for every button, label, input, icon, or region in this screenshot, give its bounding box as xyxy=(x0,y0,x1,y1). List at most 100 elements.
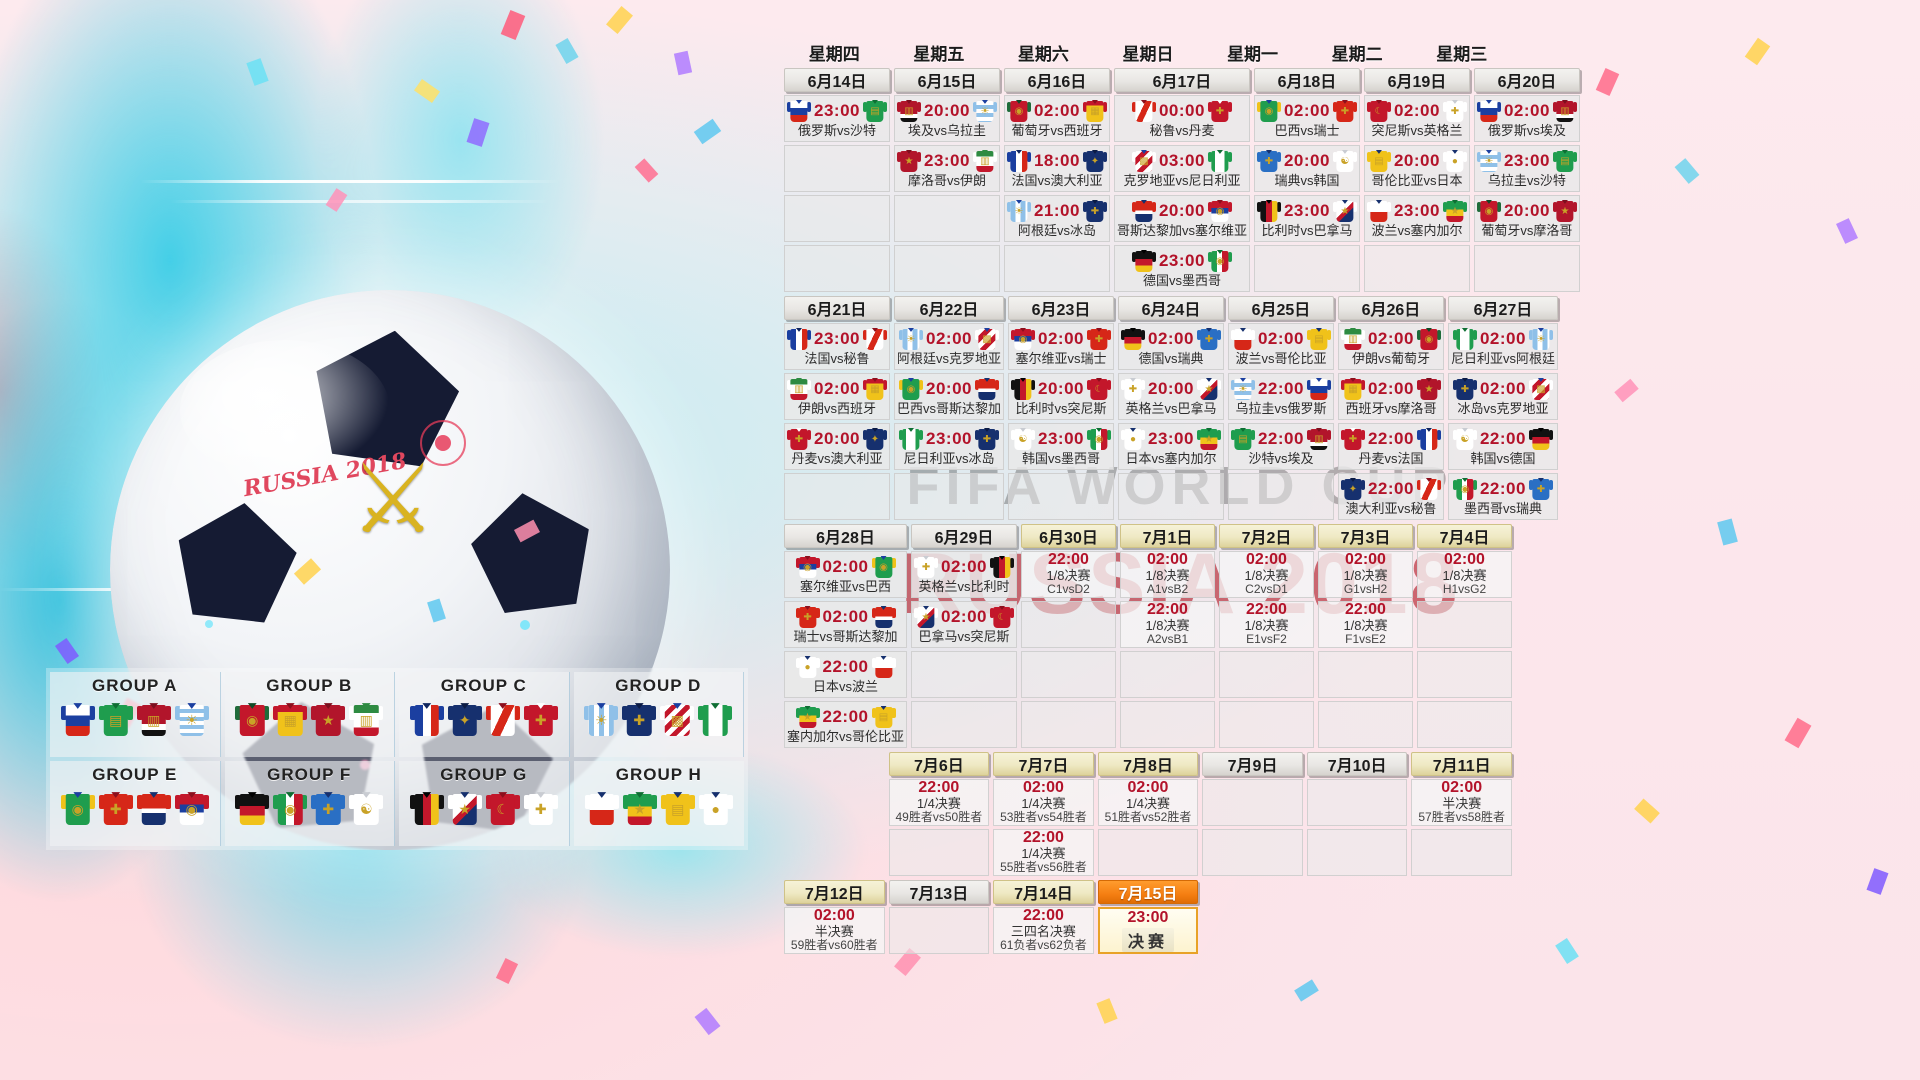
match-cell[interactable]: ✚ 22:00 丹麦vs法国 xyxy=(1337,423,1444,470)
match-cell[interactable]: 02:00 ▥ 俄罗斯vs埃及 xyxy=(1473,95,1580,142)
date-chip[interactable]: 6月16日 xyxy=(1003,68,1110,92)
date-chip[interactable]: 6月29日 xyxy=(911,524,1017,548)
match-cell[interactable]: ● 22:00 日本vs波兰 xyxy=(784,651,908,698)
date-chip[interactable]: 6月24日 xyxy=(1117,296,1224,320)
match-cell[interactable]: ☀ 23:00 ▤ 乌拉圭vs沙特 xyxy=(1473,145,1580,192)
match-cell[interactable]: ▥ 20:00 ☀ 埃及vs乌拉圭 xyxy=(893,95,1000,142)
match-cell[interactable]: ▥ 02:00 ◉ 伊朗vs葡萄牙 xyxy=(1337,323,1444,370)
match-cell[interactable]: ◉ 02:00 ◉ 塞尔维亚vs巴西 xyxy=(784,551,908,598)
date-chip[interactable]: 6月30日 xyxy=(1021,524,1116,548)
knockout-match-cell[interactable]: 02:00 1/4决赛 53胜者vs54胜者 xyxy=(993,779,1094,826)
match-cell[interactable]: ☀ 21:00 ✚ 阿根廷vs冰岛 xyxy=(1003,195,1110,242)
match-cell[interactable]: ✚ 20:00 ✦ 丹麦vs澳大利亚 xyxy=(784,423,890,470)
knockout-match-cell[interactable]: 02:00 1/8决赛 A1vsB2 xyxy=(1120,551,1215,598)
match-cell[interactable]: ☾ 02:00 ✚ 突尼斯vs英格兰 xyxy=(1363,95,1470,142)
match-cell[interactable]: ◉ 02:00 ✚ 塞尔维亚vs瑞士 xyxy=(1008,323,1114,370)
match-cell[interactable]: 23:00 ▤ 俄罗斯vs沙特 xyxy=(784,95,890,142)
match-cell[interactable]: 02:00 ✚ 德国vs瑞典 xyxy=(1117,323,1224,370)
date-chip[interactable]: 6月15日 xyxy=(893,68,1000,92)
date-chip[interactable]: 7月1日 xyxy=(1120,524,1215,548)
knockout-match-cell[interactable]: 02:00 半决赛 59胜者vs60胜者 xyxy=(784,907,885,954)
date-chip[interactable]: 7月12日 xyxy=(784,880,885,904)
match-cell[interactable]: 00:00 ✚ 秘鲁vs丹麦 xyxy=(1113,95,1250,142)
knockout-match-cell[interactable]: 02:00 1/8决赛 C2vsD1 xyxy=(1219,551,1314,598)
match-cell[interactable]: ☀ 22:00 乌拉圭vs俄罗斯 xyxy=(1227,373,1334,420)
match-cell[interactable]: 23:00 ◉ 德国vs墨西哥 xyxy=(1113,245,1250,292)
knockout-match-cell[interactable]: 02:00 1/4决赛 51胜者vs52胜者 xyxy=(1097,779,1199,826)
match-cell[interactable]: ☯ 22:00 韩国vs德国 xyxy=(1447,423,1558,470)
match-cell[interactable]: 23:00 法国vs秘鲁 xyxy=(784,323,890,370)
knockout-match-cell[interactable]: 02:00 1/8决赛 H1vsG2 xyxy=(1417,551,1512,598)
date-chip[interactable]: 7月3日 xyxy=(1318,524,1413,548)
date-chip[interactable]: 6月26日 xyxy=(1337,296,1444,320)
match-cell[interactable]: ◉ 02:00 ✚ 巴西vs瑞士 xyxy=(1253,95,1360,142)
match-cell[interactable]: ● 23:00 ★ 日本vs塞内加尔 xyxy=(1117,423,1224,470)
final-match-cell[interactable]: 23:00 决赛 xyxy=(1097,907,1199,954)
knockout-match-cell[interactable]: 22:00 1/8决赛 C1vsD2 xyxy=(1021,551,1116,598)
match-cell[interactable]: 18:00 ✦ 法国vs澳大利亚 xyxy=(1003,145,1110,192)
date-chip[interactable]: 6月21日 xyxy=(784,296,890,320)
match-cell[interactable]: 20:00 ◉ 哥斯达黎加vs塞尔维亚 xyxy=(1113,195,1250,242)
knockout-match-cell[interactable]: 22:00 1/8决赛 A2vsB1 xyxy=(1120,601,1215,648)
date-chip[interactable]: 7月15日 xyxy=(1097,880,1199,904)
match-cell[interactable]: ✦ 22:00 澳大利亚vs秘鲁 xyxy=(1337,473,1444,520)
match-cell[interactable]: ☯ 23:00 ◉ 韩国vs墨西哥 xyxy=(1008,423,1114,470)
knockout-match-cell[interactable]: 22:00 1/8决赛 E1vsF2 xyxy=(1219,601,1314,648)
match-cell[interactable]: ▤ 20:00 ● 哥伦比亚vs日本 xyxy=(1363,145,1470,192)
match-cell[interactable]: 23:00 ★ 比利时vs巴拿马 xyxy=(1253,195,1360,242)
date-chip[interactable]: 7月14日 xyxy=(993,880,1094,904)
match-cell[interactable]: ◉ 02:00 ▦ 葡萄牙vs西班牙 xyxy=(1003,95,1110,142)
date-chip[interactable]: 7月2日 xyxy=(1219,524,1314,548)
knockout-match-cell[interactable]: 22:00 1/4决赛 49胜者vs50胜者 xyxy=(888,779,990,826)
knockout-match-cell[interactable]: 02:00 1/8决赛 G1vsH2 xyxy=(1318,551,1413,598)
match-cell[interactable]: 20:00 ☾ 比利时vs突尼斯 xyxy=(1008,373,1114,420)
match-cell[interactable]: 02:00 ▤ 波兰vs哥伦比亚 xyxy=(1227,323,1334,370)
match-cell[interactable]: ✚ 20:00 ★ 英格兰vs巴拿马 xyxy=(1117,373,1224,420)
date-chip[interactable]: 6月25日 xyxy=(1227,296,1334,320)
date-chip[interactable]: 6月23日 xyxy=(1008,296,1114,320)
date-chip[interactable]: 6月22日 xyxy=(893,296,1004,320)
match-cell[interactable]: ▤ 22:00 ▥ 沙特vs埃及 xyxy=(1227,423,1334,470)
date-chip[interactable]: 7月11日 xyxy=(1411,752,1512,776)
match-cell[interactable]: ★ 22:00 ▤ 塞内加尔vs哥伦比亚 xyxy=(784,701,908,748)
knockout-match-cell[interactable]: 02:00 半决赛 57胜者vs58胜者 xyxy=(1411,779,1512,826)
date-chip[interactable]: 7月6日 xyxy=(888,752,990,776)
match-cell[interactable]: ◉ 20:00 ★ 葡萄牙vs摩洛哥 xyxy=(1473,195,1580,242)
match-cell[interactable]: ◉ 20:00 巴西vs哥斯达黎加 xyxy=(893,373,1004,420)
match-cell[interactable]: ✚ 02:00 瑞士vs哥斯达黎加 xyxy=(784,601,908,648)
match-kickoff-time: 20:00 xyxy=(1393,150,1440,170)
date-chip[interactable]: 7月7日 xyxy=(993,752,1094,776)
match-cell[interactable]: 23:00 ✚ 尼日利亚vs冰岛 xyxy=(893,423,1004,470)
date-chip[interactable]: 7月10日 xyxy=(1306,752,1408,776)
date-chip[interactable]: 6月19日 xyxy=(1363,68,1470,92)
match-cell[interactable]: ▥ 02:00 ▦ 伊朗vs西班牙 xyxy=(784,373,890,420)
match-cell[interactable]: 23:00 ★ 波兰vs塞内加尔 xyxy=(1363,195,1470,242)
date-chip[interactable]: 7月9日 xyxy=(1202,752,1303,776)
match-cell[interactable]: ✚ 02:00 英格兰vs比利时 xyxy=(911,551,1017,598)
knockout-match-cell[interactable]: 22:00 三四名决赛 61负者vs62负者 xyxy=(993,907,1094,954)
date-chip[interactable]: 6月18日 xyxy=(1253,68,1360,92)
match-kits-and-time: ★ 23:00 ▥ xyxy=(896,148,997,173)
date-chip[interactable]: 7月8日 xyxy=(1097,752,1199,776)
match-cell[interactable]: ★ 02:00 ☾ 巴拿马vs突尼斯 xyxy=(911,601,1017,648)
match-cell[interactable]: 02:00 ☀ 尼日利亚vs阿根廷 xyxy=(1447,323,1558,370)
match-cell[interactable]: ▦ 02:00 ★ 西班牙vs摩洛哥 xyxy=(1337,373,1444,420)
date-chip[interactable]: 6月28日 xyxy=(784,524,908,548)
knockout-match-cell[interactable]: 22:00 1/8决赛 F1vsE2 xyxy=(1318,601,1413,648)
team-kit-icon-japan: ● xyxy=(698,790,733,826)
match-cell[interactable]: ▩ 03:00 克罗地亚vs尼日利亚 xyxy=(1113,145,1250,192)
match-kickoff-time: 20:00 xyxy=(814,428,860,448)
date-chip[interactable]: 6月20日 xyxy=(1473,68,1580,92)
date-chip[interactable]: 6月14日 xyxy=(784,68,890,92)
match-cell[interactable]: ☀ 02:00 ▩ 阿根廷vs克罗地亚 xyxy=(893,323,1004,370)
match-cell[interactable]: ✚ 20:00 ☯ 瑞典vs韩国 xyxy=(1253,145,1360,192)
date-chip[interactable]: 6月17日 xyxy=(1113,68,1250,92)
calendar-day-column: 6月21日 23:00 法国vs秘鲁 ▥ 02:00 ▦ 伊朗vs西班牙 ✚ 20:00 ✦ 丹麦v… xyxy=(784,296,890,520)
match-cell[interactable]: ✚ 02:00 ▩ 冰岛vs克罗地亚 xyxy=(1447,373,1558,420)
match-cell[interactable]: ◉ 22:00 ✚ 墨西哥vs瑞典 xyxy=(1447,473,1558,520)
knockout-match-cell[interactable]: 22:00 1/4决赛 55胜者vs56胜者 xyxy=(993,829,1094,876)
date-chip[interactable]: 7月13日 xyxy=(888,880,990,904)
date-chip[interactable]: 6月27日 xyxy=(1447,296,1558,320)
match-cell[interactable]: ★ 23:00 ▥ 摩洛哥vs伊朗 xyxy=(893,145,1000,192)
date-chip[interactable]: 7月4日 xyxy=(1417,524,1512,548)
